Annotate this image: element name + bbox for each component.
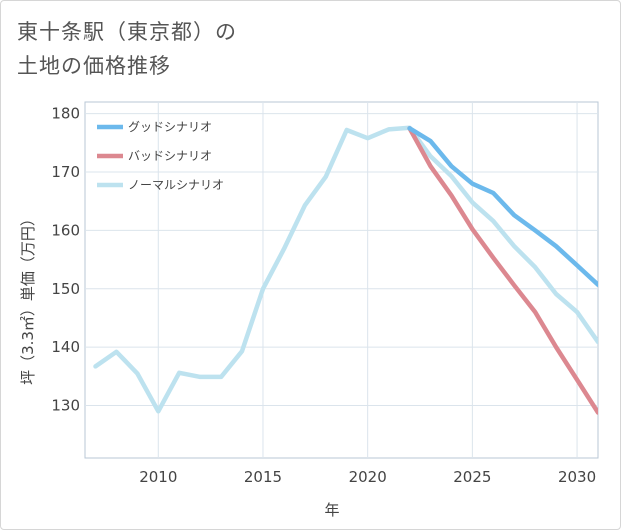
x-tick-label: 2030	[558, 468, 596, 486]
x-tick-label: 2010	[139, 468, 177, 486]
series-line-1	[407, 126, 598, 415]
y-tick-label: 150	[51, 280, 80, 298]
plot-area-border	[84, 101, 599, 459]
y-tick-label: 160	[51, 221, 80, 239]
x-tick-label: 2025	[453, 468, 491, 486]
y-axis-ticks: 130 140 150 160 170 180	[51, 105, 80, 415]
legend-label-2: ノーマルシナリオ	[128, 178, 224, 192]
y-tick-label: 170	[51, 163, 80, 181]
legend-label-0: グッドシナリオ	[128, 120, 212, 134]
y-tick-label: 180	[51, 105, 80, 123]
chart-title: 東十条駅（東京都）の 土地の価格推移	[17, 15, 237, 83]
chart-title-line-2: 土地の価格推移	[17, 54, 171, 78]
x-axis-ticks: 2010 2015 2020 2025 2030	[139, 468, 596, 486]
y-tick-label: 130	[51, 396, 80, 414]
legend-label-1: バッドシナリオ	[128, 149, 212, 163]
y-tick-label: 140	[51, 338, 80, 356]
series-line-2	[93, 125, 598, 414]
series-line-0	[407, 126, 598, 287]
x-tick-label: 2020	[349, 468, 387, 486]
y-axis-title: 坪（3.3㎡）単価（万円）	[19, 211, 37, 385]
gridlines	[85, 102, 598, 458]
series-lines	[93, 125, 598, 415]
chart-title-line-1: 東十条駅（東京都）の	[17, 20, 237, 44]
x-axis-title: 年	[324, 501, 339, 519]
x-tick-label: 2015	[244, 468, 282, 486]
